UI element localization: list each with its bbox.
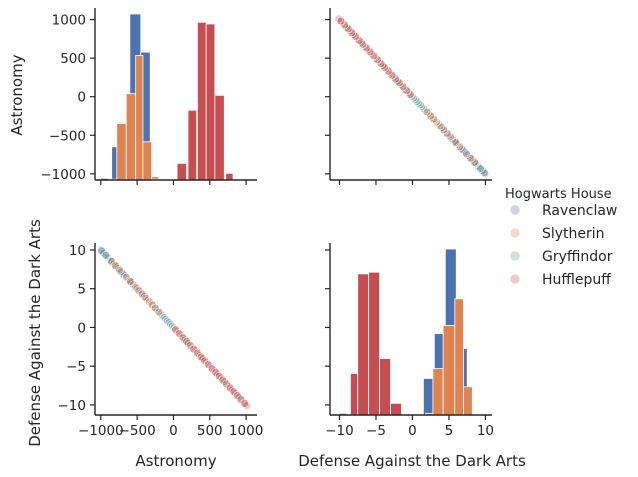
- hist-bar-hufflepuff: [379, 358, 391, 416]
- x-tick-label: 1000: [229, 423, 263, 439]
- y-tick-label: 500: [60, 51, 86, 67]
- panel-0-0: −1000 −500 0 500 1000: [40, 8, 257, 185]
- panel-1-1: −10 −5 0 5 10: [325, 243, 494, 439]
- legend-title: Hogwarts House: [505, 187, 612, 202]
- x-tick-label: −5: [366, 423, 386, 439]
- x-tick-label: −1000: [78, 423, 124, 439]
- y-axis-label-bottom: Defense Against the Dark Arts: [26, 219, 44, 447]
- y-tick-label: 5: [77, 282, 86, 298]
- scatter-point-slytherin: [422, 107, 432, 117]
- legend: Hogwarts House Ravenclaw Slytherin Gryffin…: [505, 187, 617, 288]
- scatter-point-ravenclaw: [480, 168, 490, 178]
- hist-bar-hufflepuff: [357, 273, 370, 416]
- scatter-point-slytherin: [121, 272, 131, 282]
- scatter-point-slytherin: [466, 154, 476, 163]
- x-tick-label: 500: [197, 423, 223, 439]
- scatter-point-slytherin: [115, 265, 124, 275]
- y-tick-label: −5: [66, 359, 86, 375]
- y-tick-label: 1000: [52, 13, 86, 29]
- y-tick-label: 10: [69, 243, 86, 259]
- x-tick-label: 10: [477, 423, 494, 439]
- y-tick-label: −1000: [40, 167, 86, 183]
- legend-label: Slytherin: [542, 226, 605, 242]
- hist-bar-hufflepuff: [390, 402, 402, 416]
- hist-bar-hufflepuff: [205, 23, 216, 181]
- hist-bar-slytherin: [432, 368, 444, 416]
- legend-marker: [509, 273, 521, 285]
- scatter-point-slytherin: [451, 137, 460, 147]
- legend-item-slytherin: Slytherin: [509, 226, 605, 242]
- scatter-point-ravenclaw: [101, 251, 111, 260]
- x-tick-label: 0: [408, 423, 417, 439]
- hist-bar-hufflepuff: [368, 271, 381, 416]
- hist-bar-slytherin: [454, 298, 464, 416]
- hist-bar-slytherin: [442, 324, 456, 416]
- x-axis-label-left: Astronomy: [135, 452, 216, 470]
- hist-bar-hufflepuff: [176, 162, 187, 181]
- x-tick-label: 5: [445, 423, 454, 439]
- scatter-point-slytherin: [154, 307, 164, 317]
- y-tick-label: 0: [77, 90, 86, 106]
- legend-label: Ravenclaw: [542, 203, 617, 219]
- legend-item-hufflepuff: Hufflepuff: [509, 272, 611, 288]
- x-axis-label-right: Defense Against the Dark Arts: [298, 452, 526, 470]
- hist-bar-slytherin: [463, 386, 473, 416]
- hist-bar-slytherin: [142, 141, 153, 181]
- hist-bar-hufflepuff: [225, 172, 234, 181]
- hist-bar-hufflepuff: [350, 373, 359, 416]
- legend-item-ravenclaw: Ravenclaw: [509, 203, 617, 219]
- legend-marker: [509, 204, 521, 216]
- legend-label: Hufflepuff: [542, 272, 611, 288]
- x-tick-label: 0: [169, 423, 178, 439]
- scatter-point-ravenclaw: [97, 246, 106, 256]
- legend-marker: [509, 250, 521, 262]
- panel-1-0: −1000−500 0 500 1000 −10 −5 0 5 10: [58, 243, 264, 439]
- y-tick-label: −500: [49, 128, 86, 144]
- y-tick-label: −10: [58, 398, 87, 414]
- hist-bar-slytherin: [135, 55, 144, 181]
- y-tick-label: 0: [77, 320, 86, 336]
- scatter-point-slytherin: [455, 142, 465, 152]
- scatter-point-slytherin: [126, 277, 135, 287]
- y-axis-label-top: Astronomy: [8, 54, 26, 135]
- hist-bar-hufflepuff: [197, 21, 207, 181]
- scatter-point-ravenclaw: [476, 164, 485, 173]
- hist-bar-hufflepuff: [214, 94, 225, 181]
- axis-labels: Astronomy Defense Against the Dark Arts …: [8, 54, 526, 470]
- scatter-point-hufflepuff: [240, 399, 249, 408]
- scatter-point-hufflepuff: [336, 16, 346, 26]
- scatter-point-slytherin: [462, 149, 471, 159]
- hist-bar-hufflepuff: [187, 109, 198, 181]
- scatter-point-slytherin: [111, 261, 120, 270]
- x-tick-label: −500: [119, 423, 156, 439]
- hist-bar-slytherin: [125, 93, 137, 181]
- x-tick-label: −10: [325, 423, 354, 439]
- hist-bar-slytherin: [116, 123, 127, 181]
- legend-item-gryffindor: Gryffindor: [509, 249, 613, 265]
- legend-label: Gryffindor: [542, 249, 613, 265]
- legend-marker: [509, 227, 521, 239]
- panel-0-1: [325, 8, 492, 185]
